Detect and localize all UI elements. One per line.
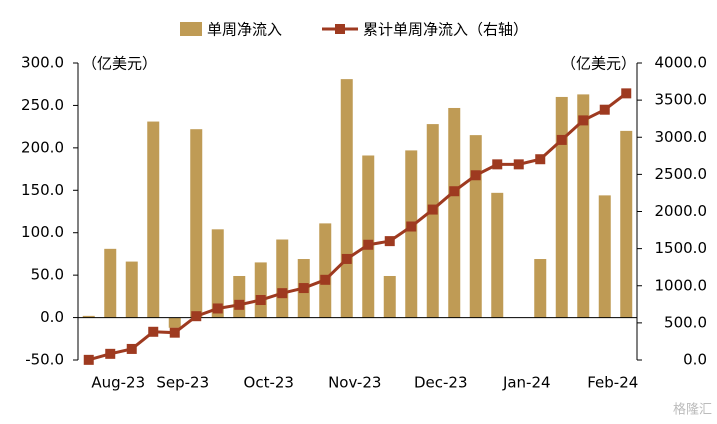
y-tick-label: 100.0 [21,223,64,241]
x-tick-label: Jan-24 [502,374,551,392]
bar [555,96,568,318]
legend-label: 单周净流入 [207,21,282,39]
marker [363,239,374,250]
y-unit: （亿美元） [82,55,157,73]
x-tick-label: Dec-23 [414,374,468,392]
bar [82,315,95,318]
bar [534,259,547,318]
marker [492,159,503,170]
bar [405,150,418,318]
y2-tick-label: 4000.0 [655,54,708,72]
marker [83,354,94,365]
bar [190,129,203,318]
marker [427,204,438,215]
watermark: 格隆汇 [673,402,712,418]
y2-tick-label: 2500.0 [655,165,708,183]
marker [148,326,159,337]
y2-tick-label: 3000.0 [655,128,708,146]
bar [598,195,611,318]
x-tick-label: Feb-24 [587,374,638,392]
x-tick-label: Sep-23 [156,374,209,392]
bar [233,275,246,318]
marker [169,327,180,338]
bar [620,130,633,318]
bar [426,124,439,318]
x-tick-label: Aug-23 [91,374,145,392]
y2-tick-label: 0.0 [683,351,707,369]
bar [319,223,332,318]
y-tick-label: 300.0 [21,54,64,72]
marker [255,295,266,306]
x-tick-label: Nov-23 [328,374,381,392]
bar [168,317,181,328]
bar [211,229,224,318]
marker [191,311,202,322]
bar [491,192,504,318]
y-tick-label: 150.0 [21,181,64,199]
bar [276,239,289,318]
bar [469,135,482,318]
y-tick-label: -50.0 [25,351,64,369]
y2-tick-label: 3500.0 [655,91,708,109]
marker [449,186,460,197]
marker [406,221,417,232]
y2-tick-label: 1500.0 [655,239,708,257]
marker [234,299,245,310]
y2-unit: （亿美元） [561,55,636,73]
bar [448,107,461,318]
y2-tick-label: 1000.0 [655,276,708,294]
marker [535,154,546,165]
bar [362,155,375,318]
y2-tick-label: 500.0 [664,313,707,331]
marker [105,348,116,359]
legend-swatch [335,24,345,34]
legend-label: 累计单周净流入（右轴） [363,21,528,39]
marker [470,170,481,181]
marker [320,274,331,285]
marker [212,303,223,314]
marker [513,159,524,170]
x-tick-label: Oct-23 [244,374,294,392]
y-tick-label: 200.0 [21,138,64,156]
marker [621,88,632,99]
marker [277,288,288,299]
bar [577,94,590,318]
bar [254,262,267,318]
y-tick-label: 250.0 [21,96,64,114]
bar [104,248,117,318]
bar [340,79,353,318]
marker [126,343,137,354]
marker [341,253,352,264]
y-tick-label: 50.0 [31,266,64,284]
bar [125,261,138,318]
legend-swatch [180,22,202,36]
marker [599,104,610,115]
marker [556,134,567,145]
y-tick-label: 0.0 [40,308,64,326]
bar [383,275,396,318]
y2-tick-label: 2000.0 [655,202,708,220]
marker [384,236,395,247]
marker [578,115,589,126]
marker [298,283,309,294]
bar [147,121,160,318]
